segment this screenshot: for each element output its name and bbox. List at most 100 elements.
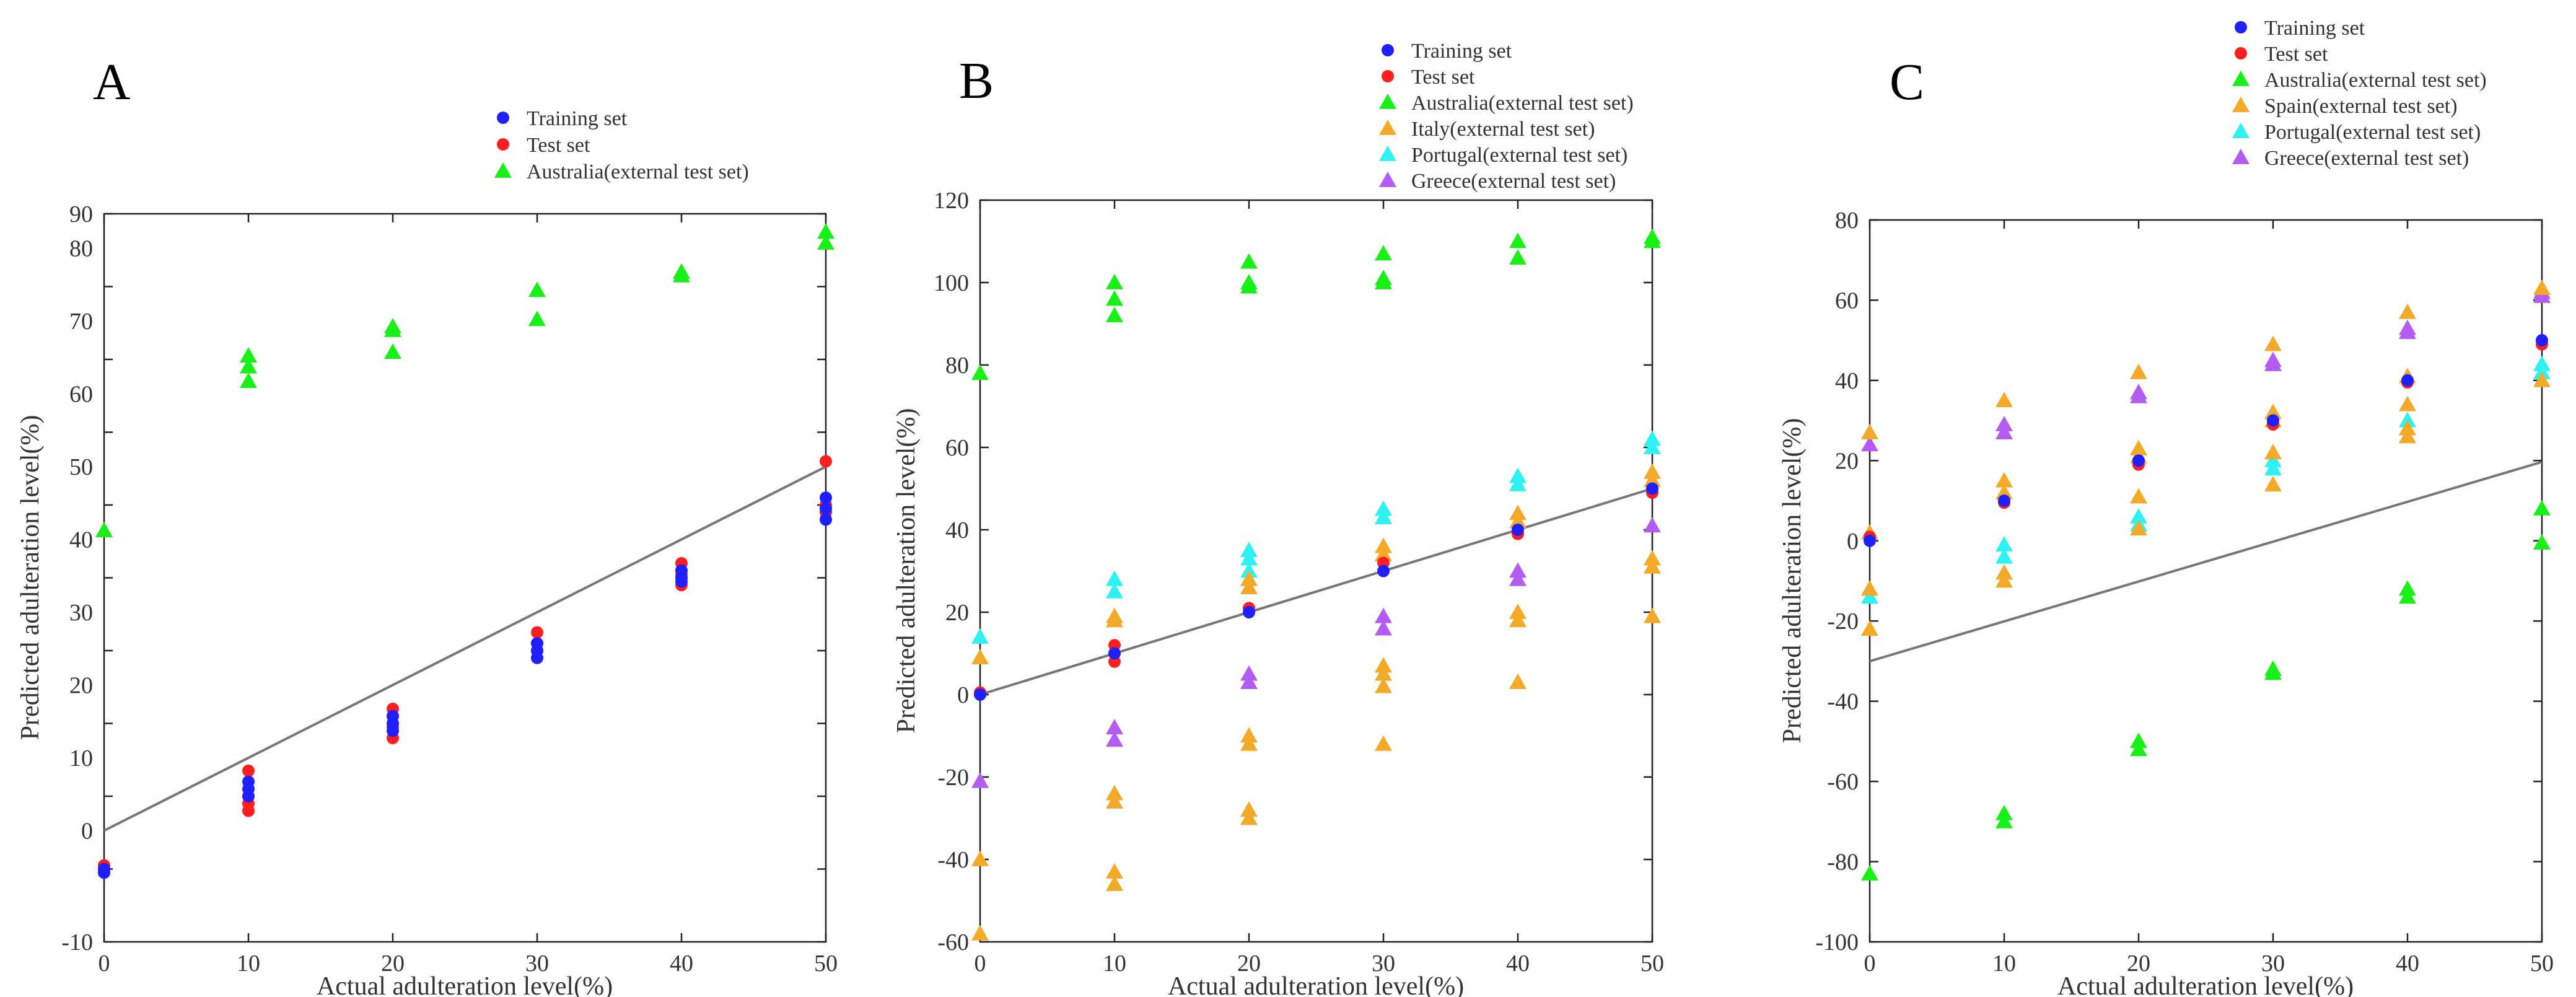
y-tick-label: 120 xyxy=(934,188,969,214)
y-tick-label: -60 xyxy=(1827,769,1859,795)
data-point-italy xyxy=(1240,801,1258,817)
x-tick-label: 50 xyxy=(814,951,838,977)
y-tick-label: -60 xyxy=(937,929,969,955)
legend-label: Spain(external test set) xyxy=(2264,95,2458,118)
data-point-spain xyxy=(2130,488,2147,504)
fit-line-b xyxy=(979,487,1653,696)
data-point-italy xyxy=(1644,607,1661,623)
x-tick-label: 30 xyxy=(2261,951,2285,977)
data-point-australia xyxy=(1240,253,1258,269)
data-point-spain xyxy=(2399,395,2416,411)
data-point-australia xyxy=(817,223,835,239)
y-ticks-a: -10 0 10 20 30 40 50 60 70 80 90 xyxy=(61,201,93,955)
data-point-spain xyxy=(1996,484,2013,500)
data-point-training xyxy=(1243,606,1255,618)
data-point-spain xyxy=(2264,444,2282,460)
data-point-portugal xyxy=(1644,430,1661,446)
data-point-australia xyxy=(240,372,257,389)
data-point-training xyxy=(98,863,110,876)
y-tick-label: 50 xyxy=(69,454,93,480)
data-point-portugal xyxy=(1861,588,1878,604)
data-point-italy xyxy=(1375,657,1392,673)
data-point-training xyxy=(1646,482,1658,495)
data-point-spain xyxy=(1996,564,2013,580)
y-tick-label: 20 xyxy=(1835,448,1859,474)
y-ticks-c: -100 -80 -60 -40 -20 0 20 40 60 80 xyxy=(1815,208,1859,955)
y-tick-label: -100 xyxy=(1815,929,1859,955)
x-ticks-c: 0 10 20 30 40 50 xyxy=(1864,951,2554,977)
x-tick-label: 20 xyxy=(1237,951,1261,977)
data-point-greece xyxy=(1375,607,1392,623)
x-tick-label: 10 xyxy=(1992,951,2016,977)
data-point-training xyxy=(1512,524,1524,536)
data-point-australia xyxy=(1861,864,1878,881)
y-tick-label: -20 xyxy=(937,765,969,791)
data-point-australia xyxy=(528,281,546,297)
data-point-training xyxy=(820,513,832,526)
data-point-portugal xyxy=(1106,582,1123,599)
data-point-australia xyxy=(2130,740,2147,757)
data-point-australia xyxy=(1644,228,1661,244)
data-point-australia xyxy=(1996,812,2013,828)
data-point-portugal xyxy=(1106,570,1123,586)
x-tick-label: 20 xyxy=(2127,951,2150,977)
data-point-portugal xyxy=(2533,356,2551,371)
y-tick-label: -40 xyxy=(1827,689,1859,715)
data-point-spain xyxy=(2399,419,2416,436)
y-tick-label: 40 xyxy=(1835,368,1859,394)
legend-marker-training xyxy=(2235,21,2247,33)
data-point-portugal xyxy=(2130,507,2147,524)
legend-c: Training set Test set Australia(external… xyxy=(2264,17,2487,170)
y-ticks-b: -60 -40 -20 0 20 40 60 80 100 120 xyxy=(934,188,969,955)
y-tick-label: -80 xyxy=(1827,850,1859,876)
data-point-spain xyxy=(2533,279,2551,295)
data-point-spain xyxy=(2130,363,2147,379)
data-point-training xyxy=(1377,564,1390,578)
y-tick-label: 80 xyxy=(945,353,969,379)
data-point-training xyxy=(1864,534,1876,547)
legend-marker-greece xyxy=(2232,149,2250,164)
data-point-portugal xyxy=(971,628,989,644)
x-tick-label: 40 xyxy=(670,951,693,977)
data-point-italy xyxy=(1240,735,1258,751)
data-point-greece xyxy=(2399,323,2416,340)
data-point-australia xyxy=(673,263,690,279)
data-point-australia xyxy=(1106,307,1123,323)
legend-marker-spain xyxy=(2232,97,2250,112)
data-point-training xyxy=(2132,454,2145,467)
data-point-training xyxy=(387,709,399,722)
data-point-italy xyxy=(1509,612,1527,628)
data-point-italy xyxy=(1509,504,1527,520)
y-tick-label: 20 xyxy=(945,600,969,626)
data-point-australia xyxy=(1375,245,1392,261)
data-point-greece xyxy=(1375,620,1392,636)
x-ticks-b: 0 10 20 30 40 50 xyxy=(975,951,1665,977)
y-tick-label: 30 xyxy=(69,600,93,626)
panel-c: C 0 10 20 30 40 50 -100 -80 -60 -40 -20 … xyxy=(1778,17,2554,997)
data-point-greece xyxy=(971,772,989,788)
legend-label: Australia(external test set) xyxy=(527,160,749,183)
data-point-italy xyxy=(1240,809,1258,825)
data-point-italy xyxy=(1375,545,1392,561)
data-point-italy xyxy=(1375,537,1392,553)
legend-a: Training set Test set Australia(external… xyxy=(527,107,749,183)
data-point-spain xyxy=(2130,439,2147,455)
data-point-greece xyxy=(2130,387,2147,403)
data-point-italy xyxy=(1106,784,1123,801)
data-point-training xyxy=(2401,374,2414,387)
data-point-italy xyxy=(1106,793,1123,809)
data-point-portugal xyxy=(1644,439,1661,454)
legend-label: Test set xyxy=(1411,66,1475,89)
data-point-portugal xyxy=(1996,548,2013,564)
legend-label: Portugal(external test set) xyxy=(1411,144,1628,167)
x-tick-label: 0 xyxy=(975,951,986,977)
data-point-portugal xyxy=(1375,500,1392,516)
data-point-spain xyxy=(1861,620,1878,636)
data-point-greece xyxy=(1106,731,1123,747)
y-tick-label: 20 xyxy=(69,673,93,699)
data-point-australia xyxy=(2264,664,2282,680)
legend-marker-training xyxy=(1382,44,1394,56)
data-point-greece xyxy=(1996,416,2013,432)
data-point-italy xyxy=(1240,579,1258,595)
